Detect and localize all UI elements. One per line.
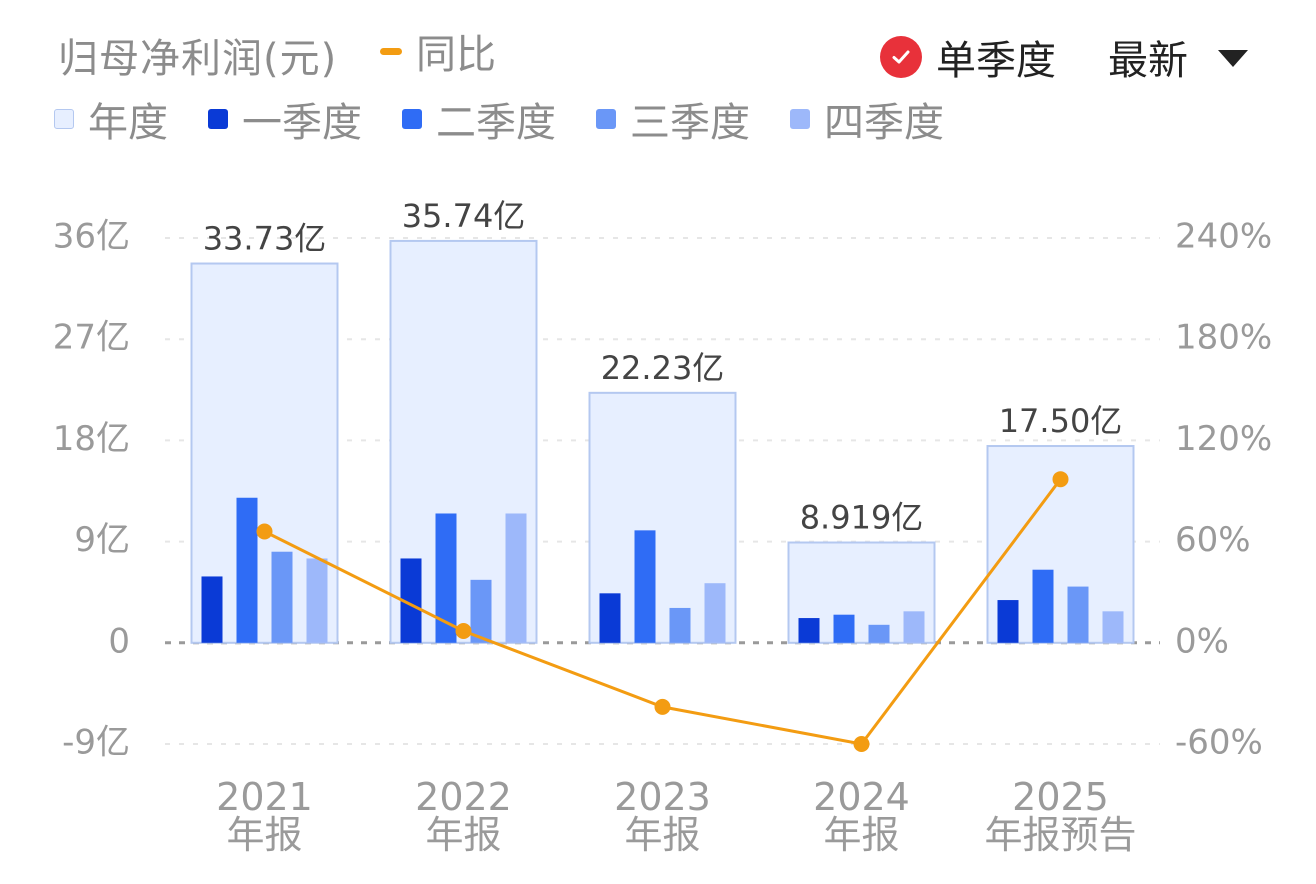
legend-item-q3[interactable]: 三季度 [596,90,750,148]
y-axis-tick-right: 180% [1175,318,1272,358]
legend-swatch-q3 [596,109,616,129]
quarter-bar-q3 [470,579,492,643]
quarter-bar-q4 [704,583,726,643]
metric-title: 归母净利润(元) [58,36,338,82]
x-axis-label: 2024 [813,775,910,819]
x-axis-label: 年报 [425,813,501,857]
y-axis-tick-left: 0 [108,621,130,661]
legend-label-annual: 年度 [88,100,168,146]
y-axis-tick-right: -60% [1175,723,1263,763]
quarter-bar-q2 [236,497,258,643]
single-quarter-label: 单季度 [936,38,1056,84]
quarter-bar-q2 [435,513,457,643]
legend-swatch-annual [54,109,74,129]
series-legend: 年度 一季度 二季度 三季度 四季度 [54,90,984,148]
y-axis-tick-left: 27亿 [53,318,130,358]
yoy-point [654,698,671,715]
y-axis-tick-left: 18亿 [53,419,130,459]
quarter-bar-q4 [1102,611,1124,643]
y-axis-tick-left: 36亿 [53,217,130,257]
legend-label-q3: 三季度 [630,100,750,146]
x-axis-label: 年报 [226,813,302,857]
single-quarter-toggle[interactable]: 单季度 [880,28,1056,86]
quarter-bar-q1 [201,576,223,643]
quarter-bar-q2 [833,614,855,643]
period-dropdown-value: 最新 [1108,38,1188,84]
legend-swatch-q2 [402,109,422,129]
quarter-bar-q1 [400,558,422,643]
x-axis-label: 年报 [624,813,700,857]
yoy-point [1052,471,1069,488]
annual-value-label: 35.74亿 [402,197,526,235]
annual-value-label: 17.50亿 [999,402,1123,440]
y-axis-tick-right: 120% [1175,419,1272,459]
legend-swatch-q1 [208,109,228,129]
legend-item-q2[interactable]: 二季度 [402,90,556,148]
yoy-point [853,736,870,752]
legend-item-q4[interactable]: 四季度 [790,90,944,148]
annual-value-label: 8.919亿 [800,499,924,537]
quarter-bar-q1 [997,600,1019,643]
x-axis-label: 2025 [1012,775,1109,819]
quarter-bar-q1 [599,593,621,643]
yoy-line-swatch [380,47,402,55]
annual-value-label: 33.73亿 [203,220,327,258]
legend-label-q1: 一季度 [242,100,362,146]
yoy-legend-label: 同比 [416,32,496,78]
quarter-bar-q4 [903,611,925,643]
yoy-legend[interactable]: 同比 [380,26,496,78]
yoy-point [256,523,273,540]
y-axis-tick-right: 60% [1175,520,1251,560]
legend-item-q1[interactable]: 一季度 [208,90,362,148]
checkmark-icon [880,36,922,78]
period-dropdown[interactable]: 最新 [1108,28,1248,86]
x-axis-label: 2021 [216,775,313,819]
quarter-bar-q4 [306,558,328,643]
y-axis-tick-left: -9亿 [62,723,130,763]
y-axis-tick-right: 0% [1175,621,1229,661]
yoy-point [455,622,472,639]
quarter-bar-q3 [669,607,691,643]
x-axis-label: 2023 [614,775,711,819]
quarter-bar-q4 [505,513,527,643]
quarter-bar-q3 [271,551,293,643]
quarter-bar-q2 [634,530,656,643]
quarter-bar-q3 [868,624,890,643]
y-axis-tick-left: 9亿 [74,520,130,560]
x-axis-label: 2022 [415,775,512,819]
x-axis-label: 年报预告 [984,813,1136,857]
legend-label-q2: 二季度 [436,100,556,146]
chart-header: 归母净利润(元) 同比 单季度 最新 年度 一季度 二季度 三季度 [0,0,1316,150]
legend-label-q4: 四季度 [824,100,944,146]
legend-swatch-q4 [790,109,810,129]
caret-down-icon [1218,49,1248,67]
quarter-bar-q1 [798,618,820,643]
quarter-bar-q2 [1032,569,1054,643]
legend-item-annual[interactable]: 年度 [54,90,168,148]
quarter-bar-q3 [1067,586,1089,643]
annual-value-label: 22.23亿 [601,349,725,387]
x-axis-label: 年报 [823,813,899,857]
y-axis-tick-right: 240% [1175,217,1272,257]
